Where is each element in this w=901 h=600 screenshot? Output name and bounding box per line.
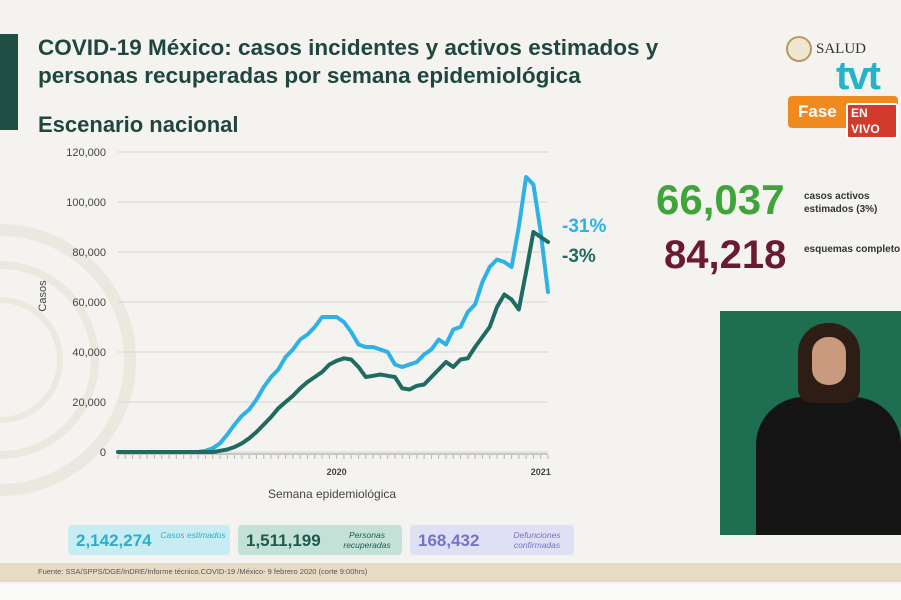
summary-card-value: 168,432: [418, 531, 480, 550]
y-tick-label: 0: [100, 447, 106, 459]
summary-card-recovered: 1,511,199 Personas recuperadas: [238, 525, 402, 555]
tv-channel-logo: tvt: [836, 54, 881, 98]
background-ornament: [0, 224, 136, 496]
y-axis-label: Casos: [37, 280, 49, 312]
x-axis-label: Semana epidemiológica: [268, 487, 396, 501]
y-tick-label: 80,000: [72, 247, 106, 259]
interpreter-face: [812, 337, 846, 385]
government-seal-icon: [786, 36, 812, 62]
series-line-estimated: [116, 175, 550, 454]
page-subtitle: Escenario nacional: [38, 112, 239, 137]
active-cases-label: casos activos estimados (3%): [804, 191, 878, 215]
phase-badge: Fase EN VIVO: [788, 96, 898, 139]
accent-bar: [0, 34, 18, 130]
y-tick-label: 40,000: [72, 347, 106, 359]
summary-card-value: 1,511,199: [246, 531, 321, 550]
y-tick-label: 60,000: [72, 297, 106, 309]
summary-card-label: Defunciones confirmadas: [513, 530, 561, 550]
y-tick-label: 120,000: [66, 147, 106, 159]
summary-card-deaths: 168,432 Defunciones confirmadas: [410, 525, 574, 555]
source-note: Fuente: SSA/SPPS/DGE/InDRE/Informe técni…: [38, 567, 368, 576]
series-line-active: [116, 230, 550, 454]
x-axis-ticks: 2020 2021: [117, 453, 551, 477]
salud-logo: SALUD: [786, 36, 866, 62]
summary-card-estimated: 2,142,274 Casos estimados: [68, 525, 230, 555]
interpreter-body: [756, 397, 901, 535]
summary-card-label: Casos estimados: [160, 530, 226, 540]
phase-label: Fase: [798, 102, 837, 121]
x-year-label: 2021: [531, 467, 551, 477]
chart-series: -31% -3%: [116, 175, 606, 454]
chart-grid: [118, 151, 548, 453]
y-tick-label: 20,000: [72, 397, 106, 409]
bottom-band: [0, 584, 901, 600]
vaccination-value: 84,218: [664, 233, 787, 277]
sign-language-interpreter-video: [720, 311, 901, 535]
source-band: [0, 563, 901, 582]
series-end-label: -31%: [562, 216, 606, 237]
summary-card-label: Personas recuperadas: [343, 530, 391, 550]
salud-logo-text: SALUD: [816, 40, 867, 57]
page-title: COVID-19 México: casos incidentes y acti…: [38, 35, 659, 88]
active-cases-value: 66,037: [656, 176, 785, 223]
x-year-label: 2020: [327, 467, 347, 477]
vaccination-label: esquemas completos de vacunación contra …: [804, 244, 900, 255]
series-end-label: -3%: [562, 246, 596, 267]
y-tick-label: 100,000: [66, 197, 106, 209]
live-badge: EN VIVO: [846, 103, 898, 139]
y-axis-ticks: 0 20,000 40,000 60,000 80,000 100,000 120,000: [66, 147, 106, 459]
summary-card-value: 2,142,274: [76, 531, 152, 550]
